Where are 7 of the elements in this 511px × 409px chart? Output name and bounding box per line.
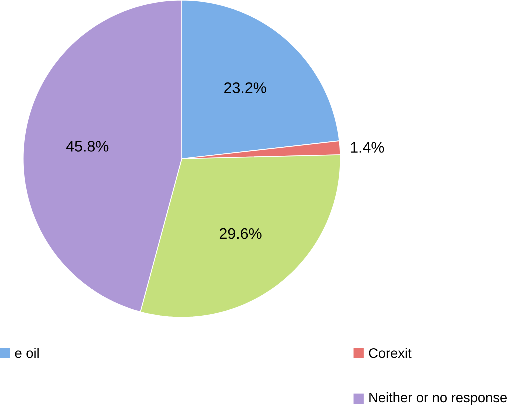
data-label: 45.8% xyxy=(66,141,109,152)
data-label: 23.2% xyxy=(224,82,266,94)
legend-label: Corexit xyxy=(369,348,412,358)
legend-label: e oil xyxy=(15,348,39,358)
data-label: 1.4% xyxy=(351,142,384,154)
data-label: 29.6% xyxy=(220,228,262,240)
legend-label: Neither or no response xyxy=(370,392,507,406)
